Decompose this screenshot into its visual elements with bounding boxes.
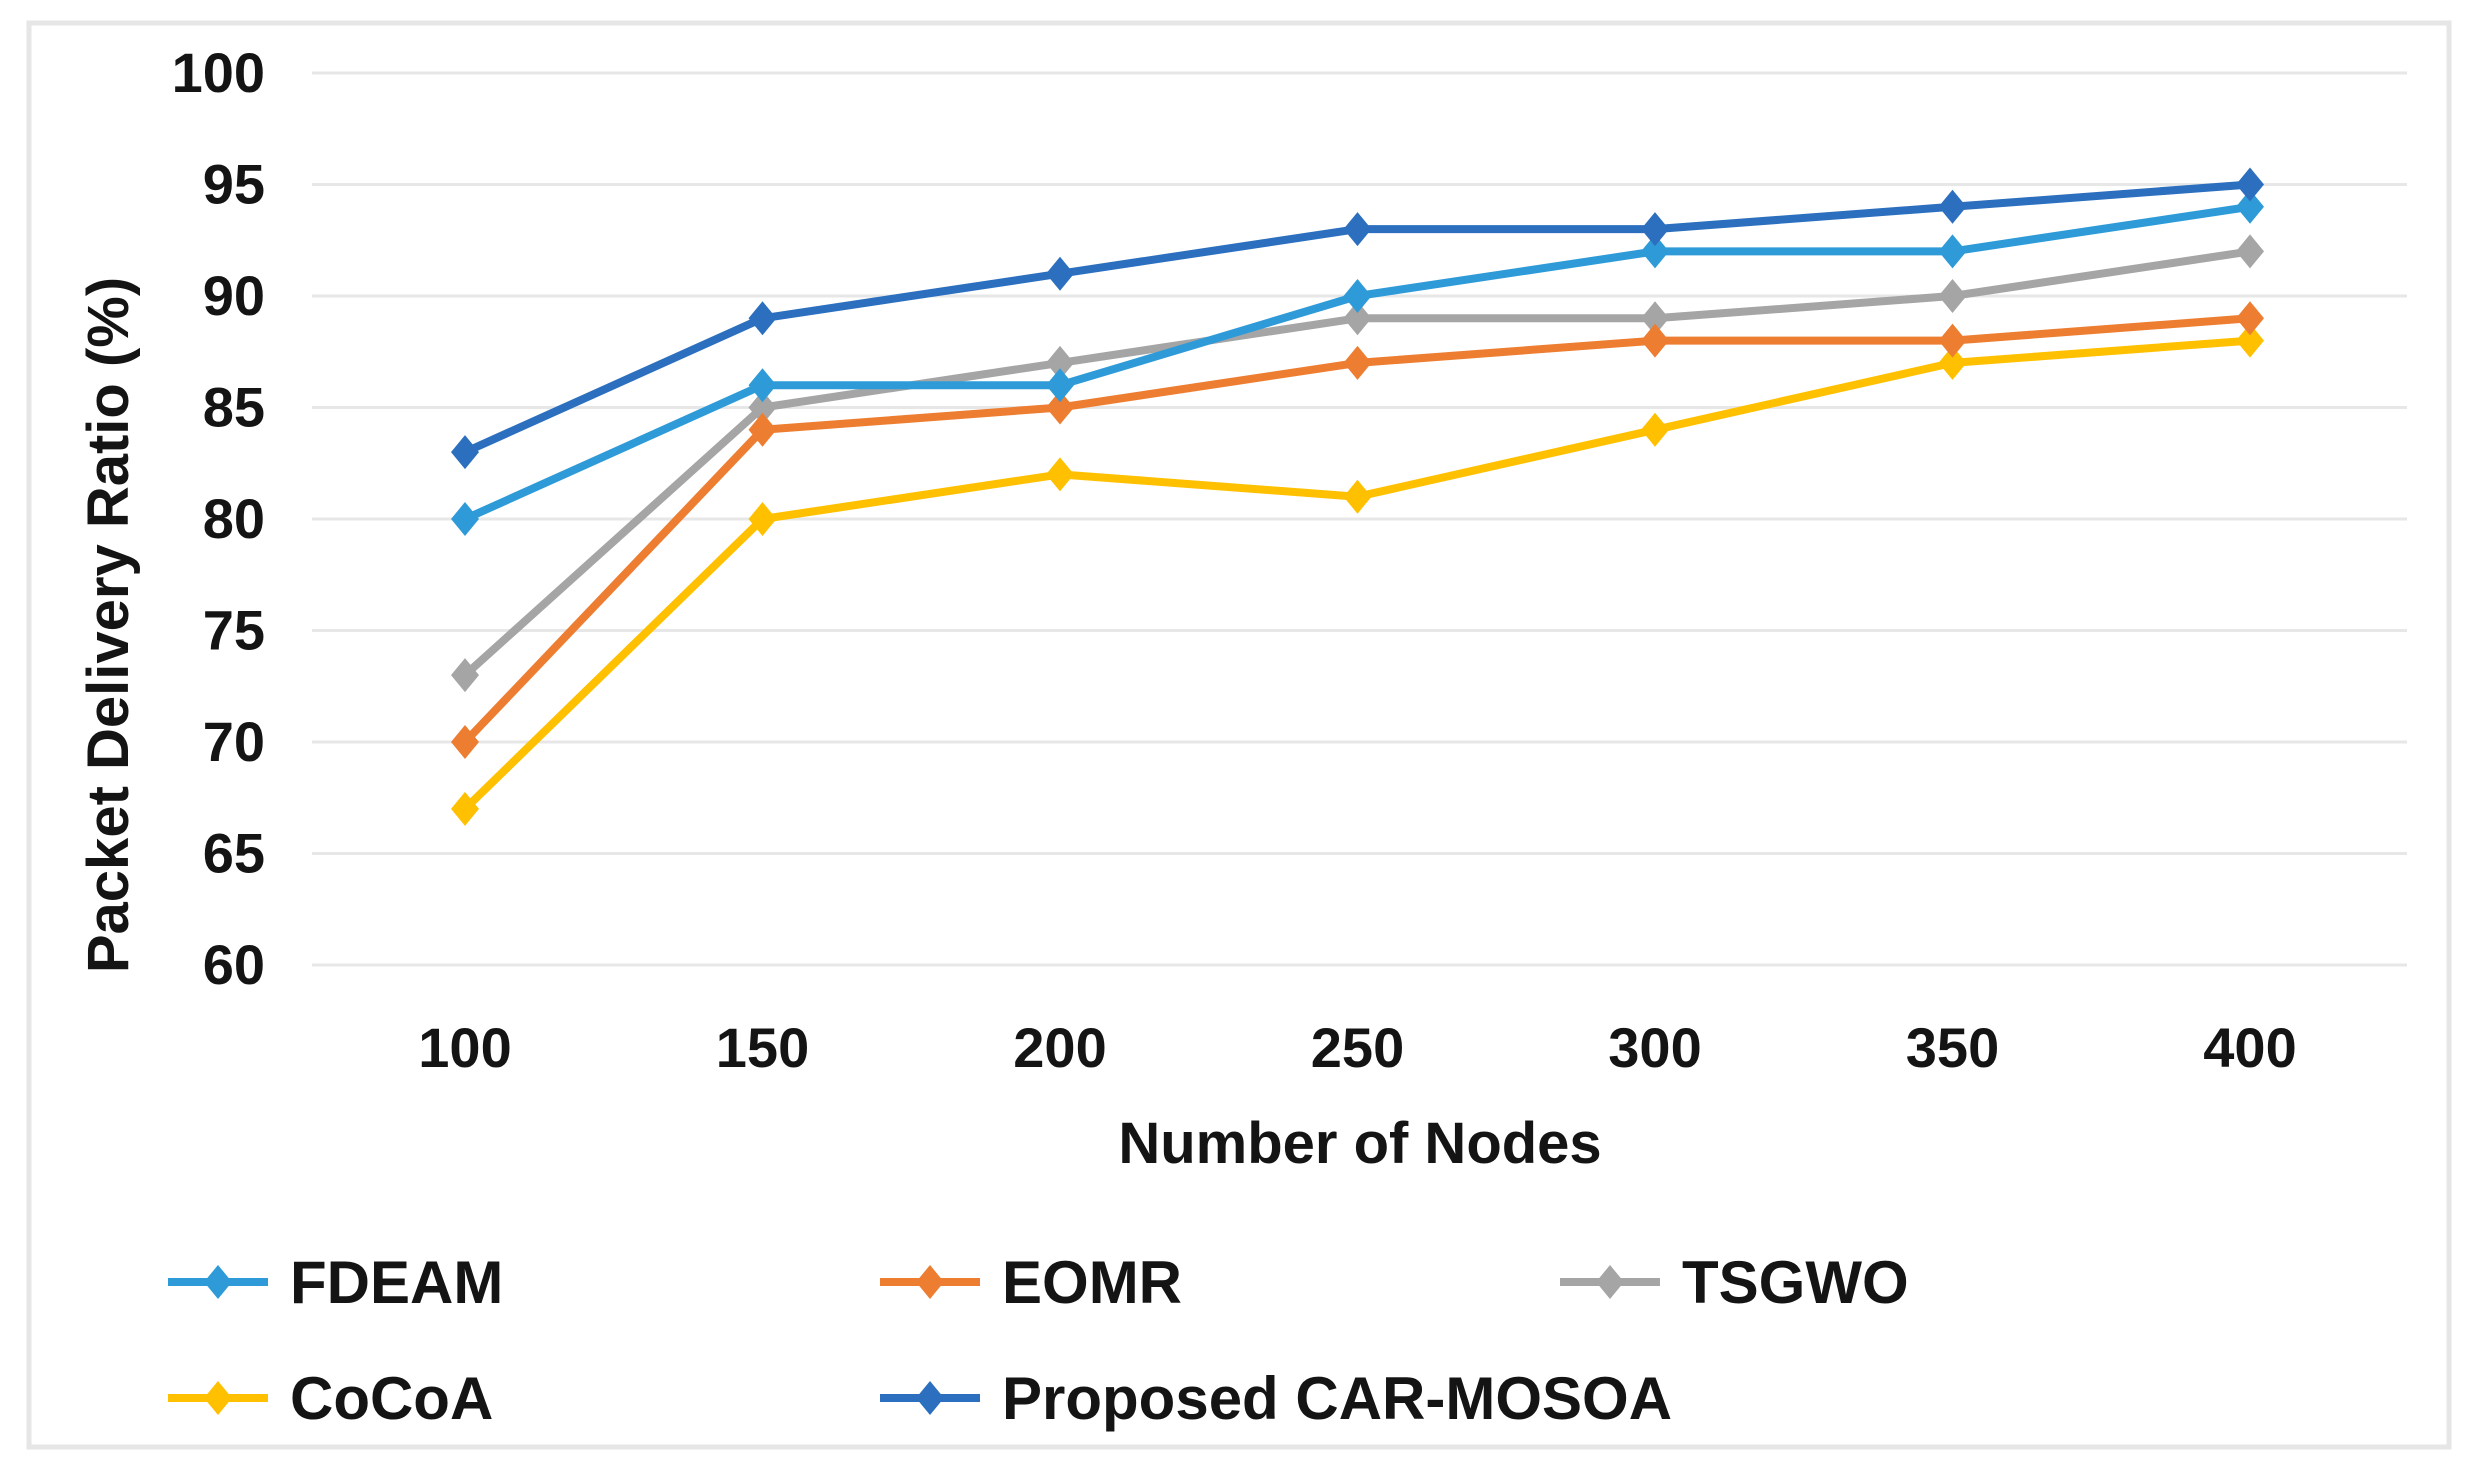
data-point-marker bbox=[451, 725, 479, 759]
legend-item-proposed-car-mosoa: Proposed CAR-MOSOA bbox=[880, 1365, 1672, 1432]
x-tick-label: 300 bbox=[1608, 1016, 1701, 1079]
data-point-marker bbox=[1938, 189, 1967, 224]
data-point-marker bbox=[2236, 301, 2264, 336]
x-axis-title: Number of Nodes bbox=[1118, 1111, 1601, 1176]
data-point-marker bbox=[748, 368, 777, 403]
y-tick-label: 70 bbox=[203, 710, 265, 773]
series-fdeam bbox=[451, 189, 2264, 536]
y-tick-label: 60 bbox=[203, 933, 265, 996]
data-point-marker bbox=[1641, 301, 1669, 336]
data-point-marker bbox=[748, 502, 777, 536]
data-point-marker bbox=[1046, 457, 1074, 492]
legend-item-fdeam: FDEAM bbox=[168, 1249, 503, 1316]
data-point-marker bbox=[1641, 412, 1669, 447]
data-point-marker bbox=[748, 390, 777, 425]
data-point-marker bbox=[451, 502, 479, 536]
gridlines bbox=[312, 71, 2407, 967]
legend-item-cocoa: CoCoA bbox=[168, 1365, 493, 1432]
data-point-marker bbox=[1938, 279, 1967, 313]
data-point-marker bbox=[1343, 279, 1372, 313]
series-lines bbox=[451, 167, 2264, 826]
data-point-marker bbox=[1641, 234, 1669, 269]
y-tick-label: 95 bbox=[203, 153, 265, 216]
legend-item-eomr: EOMR bbox=[880, 1249, 1182, 1316]
data-point-marker bbox=[1343, 212, 1372, 247]
legend-marker bbox=[916, 1381, 944, 1415]
legend-marker bbox=[204, 1265, 232, 1299]
legend-marker bbox=[916, 1265, 944, 1299]
x-tick-label: 400 bbox=[2203, 1016, 2296, 1079]
series-line bbox=[461, 336, 2254, 813]
x-axis-tick-labels: 100 150 200 250 300 350 400 bbox=[418, 1016, 2296, 1079]
data-point-marker bbox=[451, 791, 479, 826]
legend-item-tsgwo: TSGWO bbox=[1560, 1249, 1909, 1316]
legend-marker bbox=[204, 1381, 232, 1415]
x-tick-label: 350 bbox=[1906, 1016, 1999, 1079]
data-point-marker bbox=[2236, 189, 2264, 224]
data-point-marker bbox=[2236, 167, 2264, 202]
legend-label: FDEAM bbox=[290, 1249, 503, 1316]
y-tick-label: 75 bbox=[203, 599, 265, 662]
data-point-marker bbox=[1938, 345, 1967, 380]
x-tick-label: 200 bbox=[1013, 1016, 1106, 1079]
data-point-marker bbox=[2236, 234, 2264, 269]
y-tick-label: 100 bbox=[172, 41, 265, 104]
data-point-marker bbox=[1046, 368, 1074, 403]
x-tick-label: 100 bbox=[418, 1016, 511, 1079]
y-axis-title: Packet Delivery Ratio (%) bbox=[76, 277, 141, 973]
x-tick-label: 250 bbox=[1311, 1016, 1404, 1079]
data-point-marker bbox=[1046, 390, 1074, 425]
y-tick-label: 90 bbox=[203, 264, 265, 327]
data-point-marker bbox=[1343, 479, 1372, 514]
series-line bbox=[461, 314, 2254, 746]
data-point-marker bbox=[1641, 212, 1669, 247]
data-point-marker bbox=[748, 301, 777, 336]
data-point-marker bbox=[1046, 256, 1074, 291]
data-point-marker bbox=[2236, 323, 2264, 358]
series-proposed-car-mosoa bbox=[451, 167, 2264, 470]
data-point-marker bbox=[1938, 323, 1967, 358]
legend: FDEAM EOMR TSGWO CoCoA Proposed CAR-MOSOA bbox=[168, 1249, 1909, 1432]
y-tick-label: 65 bbox=[203, 822, 265, 885]
data-point-marker bbox=[451, 435, 479, 470]
y-tick-label: 80 bbox=[203, 487, 265, 550]
x-tick-label: 150 bbox=[716, 1016, 809, 1079]
data-point-marker bbox=[1641, 323, 1669, 358]
figure-border bbox=[26, 20, 2452, 1450]
legend-label: CoCoA bbox=[290, 1365, 493, 1432]
legend-label: TSGWO bbox=[1682, 1249, 1909, 1316]
legend-label: Proposed CAR-MOSOA bbox=[1002, 1365, 1672, 1432]
series-eomr bbox=[451, 301, 2264, 759]
y-tick-label: 85 bbox=[203, 376, 265, 439]
legend-label: EOMR bbox=[1002, 1249, 1182, 1316]
data-point-marker bbox=[1343, 345, 1372, 380]
legend-marker bbox=[1596, 1265, 1624, 1299]
series-tsgwo bbox=[451, 234, 2264, 693]
y-axis-tick-labels: 100 95 90 85 80 75 70 65 60 bbox=[172, 41, 265, 996]
data-point-marker bbox=[748, 412, 777, 447]
data-point-marker bbox=[451, 658, 479, 693]
data-point-marker bbox=[1046, 345, 1074, 380]
series-cocoa bbox=[451, 323, 2264, 826]
data-point-marker bbox=[1938, 234, 1967, 269]
data-point-marker bbox=[1343, 301, 1372, 336]
